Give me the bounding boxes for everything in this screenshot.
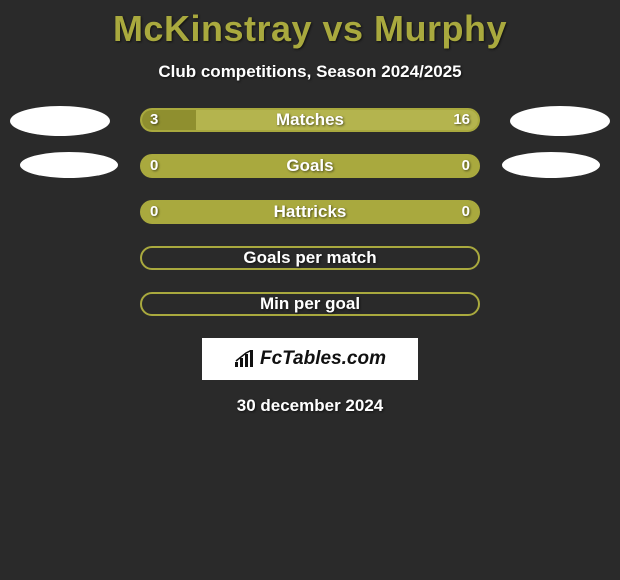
bar-track: [140, 246, 480, 270]
page-title: McKinstray vs Murphy: [0, 0, 620, 50]
subtitle: Club competitions, Season 2024/2025: [0, 62, 620, 82]
stat-row-min-per-goal: Min per goal: [0, 292, 620, 318]
stats-area: 3 Matches 16 0 Goals 0 0 Hattricks 0 Goa…: [0, 108, 620, 318]
bar-track: [140, 154, 480, 178]
brand-logo-text: FcTables.com: [234, 348, 386, 370]
bar-track: [140, 108, 480, 132]
stat-row-goals: 0 Goals 0: [0, 154, 620, 180]
player-right-avatar: [510, 106, 610, 136]
player-right-avatar: [502, 152, 600, 178]
brand-name: FcTables.com: [260, 348, 386, 370]
stat-row-hattricks: 0 Hattricks 0: [0, 200, 620, 226]
stat-left-value: 0: [150, 154, 158, 178]
player-left-avatar: [10, 106, 110, 136]
stat-row-goals-per-match: Goals per match: [0, 246, 620, 272]
player-left-avatar: [20, 152, 118, 178]
bar-fill-right: [196, 110, 478, 130]
comparison-infographic: McKinstray vs Murphy Club competitions, …: [0, 0, 620, 580]
stat-left-value: 3: [150, 108, 158, 132]
stat-right-value: 0: [462, 154, 470, 178]
brand-logo: FcTables.com: [202, 338, 418, 380]
bar-track: [140, 200, 480, 224]
bar-track: [140, 292, 480, 316]
stat-right-value: 16: [453, 108, 470, 132]
stat-right-value: 0: [462, 200, 470, 224]
date-text: 30 december 2024: [0, 396, 620, 416]
chart-icon: [234, 350, 256, 368]
stat-row-matches: 3 Matches 16: [0, 108, 620, 134]
stat-left-value: 0: [150, 200, 158, 224]
